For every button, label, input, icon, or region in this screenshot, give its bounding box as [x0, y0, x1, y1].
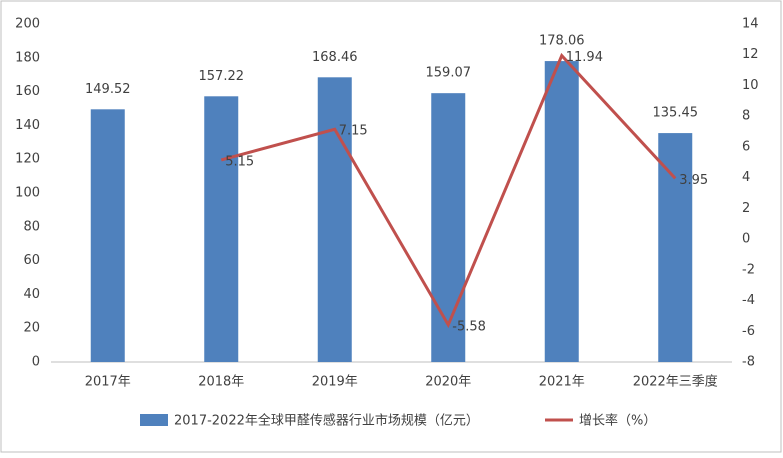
y-tick-label: 180	[15, 50, 40, 65]
y-tick-label: 80	[23, 219, 40, 234]
legend-swatch	[140, 414, 168, 426]
y-tick-label: 60	[23, 253, 40, 268]
bar	[204, 96, 239, 362]
y2-tick-label: 0	[742, 232, 750, 247]
x-tick-label: 2021年	[539, 375, 585, 390]
bar-value-label: 159.07	[426, 66, 472, 81]
y2-tick-label: 6	[742, 139, 750, 154]
y-tick-label: 160	[15, 84, 40, 99]
bar-value-label: 168.46	[312, 50, 358, 65]
bar-value-label: 178.06	[539, 34, 585, 49]
y2-tick-label: -4	[742, 293, 755, 308]
bar	[658, 133, 693, 362]
x-tick-label: 2022年三季度	[633, 374, 718, 390]
y2-tick-label: -6	[742, 324, 755, 339]
bar	[431, 93, 466, 363]
y-tick-label: 40	[23, 287, 40, 302]
bar-value-label: 149.52	[85, 82, 131, 97]
bar-value-label: 157.22	[199, 69, 245, 84]
line-value-label: -5.58	[452, 319, 486, 334]
y2-tick-label: -2	[742, 262, 755, 277]
y-tick-label: 200	[15, 17, 40, 32]
y-tick-label: 120	[15, 152, 40, 167]
line-value-label: 7.15	[339, 124, 368, 139]
y-tick-label: 100	[15, 186, 40, 201]
x-tick-label: 2017年	[85, 375, 131, 390]
legend-label: 2017-2022年全球甲醛传感器行业市场规模（亿元）	[174, 413, 479, 429]
line-value-label: 5.15	[225, 154, 254, 169]
y2-tick-label: 8	[742, 109, 750, 124]
y2-tick-label: -8	[742, 355, 755, 370]
bar-value-label: 135.45	[653, 106, 699, 121]
x-tick-label: 2019年	[312, 375, 358, 390]
x-tick-label: 2018年	[198, 375, 244, 390]
growth-line	[220, 52, 677, 329]
y2-tick-label: 12	[742, 47, 759, 62]
y2-tick-label: 2	[742, 201, 750, 216]
y-tick-label: 140	[15, 118, 40, 133]
line-value-label: 3.95	[679, 173, 708, 188]
y-tick-label: 0	[32, 355, 40, 370]
y2-tick-label: 10	[742, 78, 759, 93]
legend-label: 增长率（%）	[579, 413, 656, 429]
bar	[90, 109, 125, 362]
x-tick-label: 2020年	[425, 375, 471, 390]
y2-tick-label: 14	[742, 17, 759, 32]
line-value-label: 11.94	[566, 50, 603, 65]
bar	[317, 77, 352, 362]
bar	[544, 61, 579, 362]
y-tick-label: 20	[23, 321, 40, 336]
y2-tick-label: 4	[742, 170, 750, 185]
